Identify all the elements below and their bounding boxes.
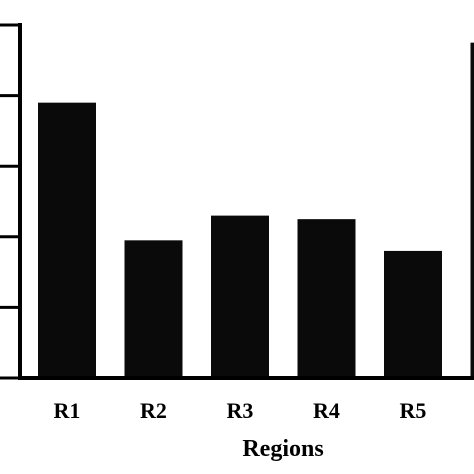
x-tick-label-4: R4 (313, 398, 340, 423)
y-ticks-group (0, 23, 20, 380)
x-tick-label-1: R1 (54, 398, 81, 423)
bar-5 (384, 250, 442, 378)
x-tick-label-5: R5 (400, 398, 427, 423)
bars-group (38, 42, 474, 379)
bar-2 (124, 240, 183, 378)
x-tick-label-2: R2 (140, 398, 167, 423)
x-ticks-group: R1 R2 R3 R4 R5 (54, 398, 427, 423)
bar-4 (297, 219, 356, 378)
bar-1 (38, 102, 96, 378)
bar-6 (470, 42, 474, 379)
bar-3 (211, 215, 269, 378)
axes-group (18, 23, 474, 380)
x-axis-title: Regions (242, 436, 323, 462)
x-tick-label-3: R3 (227, 398, 254, 423)
